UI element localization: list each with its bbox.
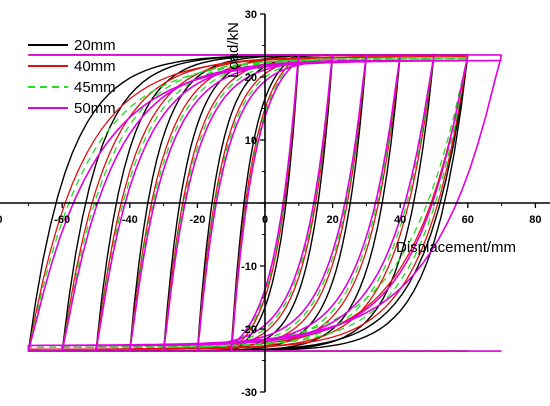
y-tick-label: 20 (245, 72, 257, 84)
x-tick-label: 60 (462, 214, 474, 226)
y-tick-label: 30 (245, 9, 257, 21)
x-tick-label: 0 (262, 214, 268, 226)
hysteresis-loop (230, 54, 300, 352)
hysteresis-loop (27, 54, 503, 352)
hysteresis-loop (61, 54, 469, 352)
y-tick-label: -20 (241, 324, 257, 336)
x-ticks: -80 -60 -40 -20 0 20 40 60 80 (0, 203, 542, 226)
curve-group (27, 54, 503, 353)
y-ticks: -30 -20 -10 10 20 30 (241, 9, 265, 399)
y-tick-label: -30 (241, 387, 257, 399)
legend-label: 50mm (74, 100, 116, 117)
legend: 20mm 40mm 45mm 50mm (28, 37, 116, 117)
legend-label: 40mm (74, 58, 116, 75)
axes-group: -80 -60 -40 -20 0 20 40 60 80 -30 -20 -10 10 20 30 (0, 9, 550, 399)
series-50mm (27, 54, 503, 352)
x-tick-label: -20 (189, 214, 205, 226)
legend-label: 45mm (74, 79, 116, 96)
x-tick-label: 40 (394, 214, 406, 226)
hysteresis-loop (196, 54, 334, 352)
x-tick-label: 80 (529, 214, 541, 226)
x-tick-label: 20 (326, 214, 338, 226)
x-axis-title: Displacement/mm (396, 239, 516, 256)
y-axis-title: Load/kN (225, 22, 242, 78)
x-tick-label: -40 (122, 214, 138, 226)
y-tick-label: -10 (241, 261, 257, 273)
x-tick-label: -80 (0, 214, 3, 226)
hysteresis-loop (230, 54, 300, 352)
legend-label: 20mm (74, 37, 116, 54)
x-tick-label: -60 (54, 214, 70, 226)
y-tick-label: 10 (245, 135, 257, 147)
